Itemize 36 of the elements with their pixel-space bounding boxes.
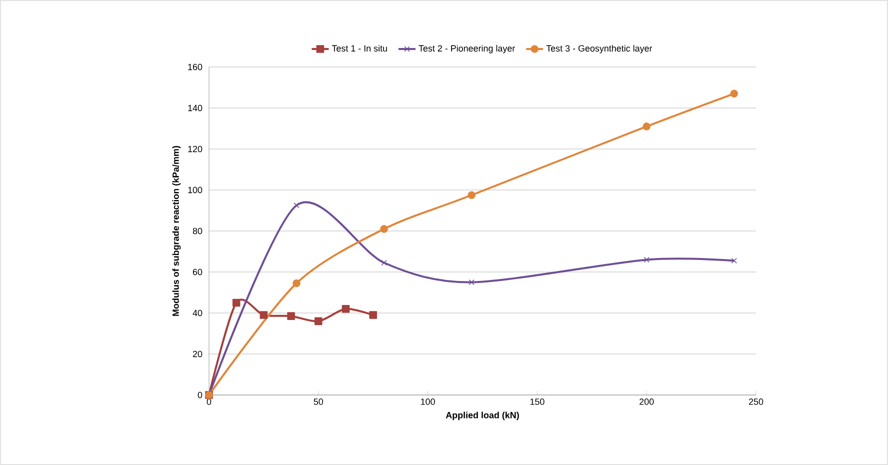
point (380, 225, 388, 233)
point (232, 298, 240, 307)
y-tick-label: 0 (198, 392, 202, 398)
point (314, 317, 322, 326)
y-tick-label: 20 (192, 350, 202, 358)
legend-label: Test 1 - In situ (332, 44, 387, 52)
point (468, 191, 476, 200)
x-tick-label: 0 (206, 398, 212, 405)
point (292, 279, 300, 288)
y-tick-label: 120 (188, 146, 202, 152)
point (294, 202, 300, 208)
y-tick-label: 100 (188, 186, 202, 194)
y-tick-label: 140 (188, 104, 202, 112)
x-tick-label: 200 (640, 398, 654, 405)
x-tick-label: 100 (421, 398, 435, 405)
point (381, 260, 387, 266)
x-tick-label: 50 (314, 398, 324, 405)
legend-label: Test 2 - Pioneering layer (418, 44, 516, 54)
point (468, 279, 474, 286)
legend-label: Test 3 - Geosynthetic layer (546, 44, 652, 54)
point (731, 258, 737, 264)
y-tick-label: 40 (192, 310, 202, 316)
y-tick-label: 160 (188, 64, 202, 70)
point (342, 305, 350, 313)
y-axis-title: Modulus of subgrade reaction (kPa/mm) (172, 146, 181, 316)
y-tick-label: 60 (192, 268, 202, 276)
point (287, 312, 295, 320)
point (369, 311, 377, 319)
point (260, 311, 268, 319)
point (642, 122, 650, 130)
point (730, 90, 738, 98)
point (644, 256, 650, 263)
x-tick-label: 150 (530, 398, 544, 405)
x-tick-label: 250 (748, 398, 764, 405)
x-axis-title: Applied load (kN) (446, 412, 519, 420)
y-tick-label: 80 (192, 228, 202, 234)
